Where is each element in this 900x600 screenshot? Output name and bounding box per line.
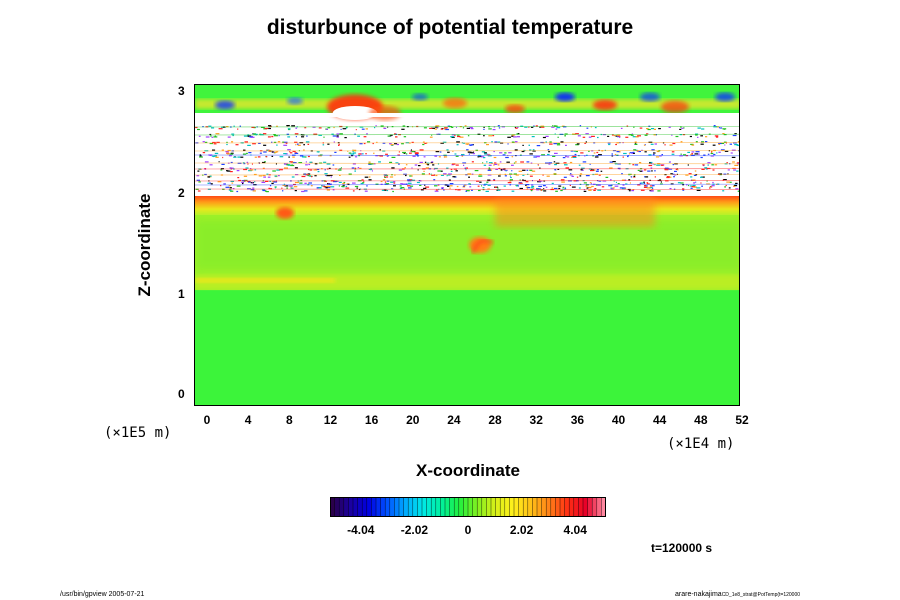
colorbar-segment bbox=[394, 497, 400, 517]
colorbar-tick-label: 0 bbox=[464, 523, 472, 537]
colorbar-segment bbox=[560, 497, 566, 517]
colorbar-segment bbox=[472, 497, 478, 517]
x-tick-label: 16 bbox=[364, 413, 379, 427]
colorbar-segment bbox=[399, 497, 405, 517]
colorbar-segment bbox=[532, 497, 538, 517]
heatmap-field bbox=[195, 85, 739, 405]
colorbar-segment bbox=[435, 497, 441, 517]
colorbar-tick-label: -4.04 bbox=[347, 523, 375, 537]
colorbar-segment bbox=[523, 497, 529, 517]
x-tick-label: 8 bbox=[285, 413, 293, 427]
colorbar-segment bbox=[564, 497, 570, 517]
chart-title: disturbunce of potential temperature bbox=[266, 16, 634, 39]
z-tick-label: 2 bbox=[178, 186, 185, 200]
footer-right-sub: CD_1e8_strat@PotTemp(t=120000 bbox=[721, 592, 801, 598]
x-tick-label: 24 bbox=[447, 413, 461, 427]
colorbar-segment bbox=[592, 497, 598, 517]
colorbar-segment bbox=[389, 497, 395, 517]
colorbar-segment bbox=[339, 497, 345, 517]
colorbar-segment bbox=[357, 497, 363, 517]
x-tick-label: 48 bbox=[694, 413, 708, 427]
colorbar-segment bbox=[481, 497, 487, 517]
plume-1 bbox=[276, 207, 294, 219]
colorbar-segment bbox=[486, 497, 492, 517]
colorbar-segment bbox=[546, 497, 552, 517]
colorbar-segment bbox=[385, 497, 391, 517]
x-tick-label: 28 bbox=[488, 413, 502, 427]
noise-speckle bbox=[195, 125, 739, 193]
footer-right-main: arare-nakajima bbox=[675, 591, 722, 598]
top-eddies bbox=[195, 92, 739, 121]
z-tick-label: 3 bbox=[178, 84, 185, 98]
colorbar-segment bbox=[477, 497, 483, 517]
z-multiplier: (×1E5 m) bbox=[104, 425, 172, 441]
x-tick-label: 36 bbox=[570, 413, 585, 427]
x-tick-label: 44 bbox=[653, 413, 667, 427]
colorbar-tick-label: 2.02 bbox=[509, 523, 534, 537]
colorbar-segment bbox=[514, 497, 520, 517]
colorbar-segment bbox=[468, 497, 474, 517]
colorbar-segment bbox=[578, 497, 584, 517]
x-tick-label: 52 bbox=[735, 413, 749, 427]
colorbar-segment bbox=[376, 497, 382, 517]
colorbar-segment bbox=[463, 497, 469, 517]
colorbar-segment bbox=[555, 497, 561, 517]
colorbar-segment bbox=[362, 497, 368, 517]
z-tick-label: 1 bbox=[178, 287, 185, 301]
colorbar-segment bbox=[573, 497, 579, 517]
colorbar-segment bbox=[583, 497, 589, 517]
colorbar-segment bbox=[445, 497, 451, 517]
colorbar-segment bbox=[449, 497, 455, 517]
colorbar-segment bbox=[334, 497, 340, 517]
plot-area bbox=[194, 84, 740, 406]
colorbar-segment bbox=[527, 497, 533, 517]
colorbar-segment bbox=[403, 497, 409, 517]
colorbar-segment bbox=[500, 497, 506, 517]
colorbar-segment bbox=[353, 497, 359, 517]
colorbar-segment bbox=[440, 497, 446, 517]
x-multiplier: (×1E4 m) bbox=[667, 436, 735, 452]
colorbar-segment bbox=[491, 497, 497, 517]
colorbar-segment bbox=[569, 497, 575, 517]
colorbar-segment bbox=[408, 497, 414, 517]
colorbar-segment bbox=[343, 497, 349, 517]
colorbar-segment bbox=[601, 497, 606, 517]
x-tick-label: 4 bbox=[244, 413, 252, 427]
colorbar bbox=[330, 497, 606, 517]
x-tick-label: 12 bbox=[323, 413, 338, 427]
colorbar-segment bbox=[550, 497, 556, 517]
z-tick-label: 0 bbox=[178, 387, 185, 401]
colorbar-tick-label: 4.04 bbox=[563, 523, 587, 537]
z-axis-label: Z-coordinate bbox=[135, 193, 154, 297]
x-tick-label: 0 bbox=[203, 413, 211, 427]
colorbar-segment bbox=[495, 497, 501, 517]
footer-right: arare-nakajimaCD_1e8_strat@PotTemp(t=120… bbox=[675, 591, 800, 598]
colorbar-segment bbox=[417, 497, 423, 517]
colorbar-segment bbox=[412, 497, 418, 517]
colorbar-segment bbox=[454, 497, 460, 517]
x-tick-label: 40 bbox=[611, 413, 626, 427]
colorbar-segment bbox=[537, 497, 543, 517]
colorbar-segment bbox=[366, 497, 372, 517]
colorbar-segment bbox=[596, 497, 602, 517]
colorbar-segment bbox=[422, 497, 428, 517]
colorbar-segment bbox=[541, 497, 547, 517]
footer-left: /usr/bin/gpview 2005-07-21 bbox=[60, 591, 145, 598]
x-tick-label: 20 bbox=[406, 413, 420, 427]
colorbar-segment bbox=[330, 497, 336, 517]
x-tick-label: 32 bbox=[529, 413, 543, 427]
colorbar-segment bbox=[509, 497, 515, 517]
colorbar-segment bbox=[348, 497, 354, 517]
colorbar-segment bbox=[587, 497, 593, 517]
colorbar-segment bbox=[518, 497, 524, 517]
colorbar-segment bbox=[371, 497, 377, 517]
time-label: t=120000 s bbox=[651, 541, 713, 555]
colorbar-segment bbox=[426, 497, 432, 517]
colorbar-segment bbox=[504, 497, 510, 517]
colorbar-segment bbox=[431, 497, 437, 517]
colorbar-segment bbox=[458, 497, 464, 517]
x-axis-label: X-coordinate bbox=[416, 461, 520, 480]
colorbar-segment bbox=[380, 497, 386, 517]
colorbar-tick-label: -2.02 bbox=[400, 523, 429, 537]
